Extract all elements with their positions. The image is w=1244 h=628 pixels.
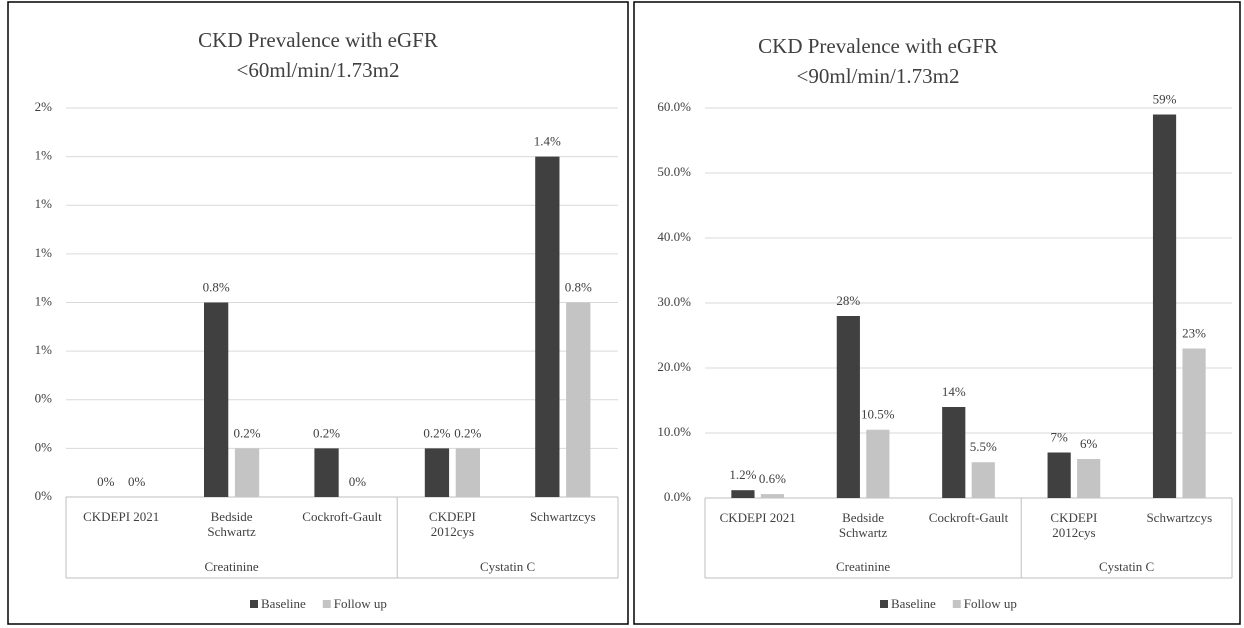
chart-title: CKD Prevalence with eGFR <90ml/min/1.73m2: [758, 34, 998, 88]
data-label: 0.8%: [203, 279, 230, 294]
x-tick-label: Bedside Schwartz: [839, 510, 888, 540]
data-label: 14%: [942, 384, 966, 399]
legend-swatch: [880, 600, 888, 608]
y-tick-label: 60.0%: [657, 99, 691, 114]
data-label: 0.2%: [423, 425, 450, 440]
group-label: Cystatin C: [480, 559, 535, 574]
y-tick-label: 50.0%: [657, 164, 691, 179]
data-label: 0.2%: [313, 425, 340, 440]
bar: [314, 448, 339, 497]
x-tick-label: Schwartzcys: [530, 509, 596, 524]
legend-label: Baseline: [891, 596, 936, 611]
y-tick-label: 20.0%: [657, 359, 691, 374]
bar: [866, 429, 890, 498]
bar: [424, 448, 450, 497]
x-tick-label: CKDEPI 2012cys: [429, 509, 476, 539]
group-label: Creatinine: [205, 559, 259, 574]
x-tick-label: Schwartzcys: [1146, 510, 1212, 525]
data-label: 0.8%: [565, 279, 592, 294]
y-tick-label: 1%: [35, 342, 53, 357]
y-tick-label: 2%: [35, 99, 53, 114]
data-label: 0.6%: [759, 471, 786, 486]
x-tick-label: CKDEPI 2012cys: [1050, 510, 1097, 540]
bar: [566, 302, 591, 497]
x-tick-label: Cockroft-Gault: [302, 509, 382, 524]
y-tick-label: 1%: [35, 245, 53, 260]
legend-label: Baseline: [261, 596, 306, 611]
y-tick-label: 0%: [35, 488, 53, 503]
y-tick-label: 0.0%: [664, 489, 691, 504]
data-label: 0%: [97, 474, 115, 489]
data-label: 1.4%: [534, 134, 561, 149]
bar: [1152, 114, 1177, 498]
bar: [971, 462, 995, 498]
x-tick-label: CKDEPI 2021: [83, 509, 159, 524]
data-label: 0.2%: [454, 425, 481, 440]
bar: [535, 156, 560, 497]
data-label: 0.2%: [234, 425, 261, 440]
y-tick-label: 40.0%: [657, 229, 691, 244]
bar: [234, 448, 260, 497]
bar: [455, 448, 480, 497]
chart-title: CKD Prevalence with eGFR <60ml/min/1.73m2: [198, 28, 438, 82]
bar: [836, 316, 860, 498]
legend-label: Follow up: [334, 596, 387, 611]
y-tick-label: 0%: [35, 391, 53, 406]
group-label: Cystatin C: [1099, 559, 1154, 574]
data-label: 59%: [1153, 91, 1177, 106]
bar: [731, 490, 755, 498]
data-label: 5.5%: [970, 439, 997, 454]
data-label: 0%: [349, 474, 367, 489]
data-label: 6%: [1080, 436, 1098, 451]
y-tick-label: 0%: [35, 439, 53, 454]
x-tick-label: Bedside Schwartz: [207, 509, 256, 539]
bar: [942, 407, 966, 498]
y-tick-label: 1%: [35, 293, 53, 308]
y-tick-label: 30.0%: [657, 294, 691, 309]
x-tick-label: Cockroft-Gault: [929, 510, 1009, 525]
bar: [1182, 348, 1206, 498]
data-label: 23%: [1182, 325, 1206, 340]
x-tick-label: CKDEPI 2021: [720, 510, 796, 525]
legend-swatch: [322, 600, 331, 608]
group-label: Creatinine: [836, 559, 890, 574]
legend-swatch: [250, 600, 258, 608]
y-tick-label: 1%: [35, 148, 53, 163]
data-label: 7%: [1050, 429, 1068, 444]
bar: [204, 302, 229, 497]
bar: [1077, 459, 1101, 498]
bar: [760, 494, 785, 498]
legend-label: Follow up: [964, 596, 1017, 611]
data-label: 10.5%: [861, 407, 895, 422]
panel-border: [7, 1, 629, 625]
data-label: 0%: [128, 474, 146, 489]
legend-swatch: [952, 600, 961, 608]
data-label: 1.2%: [729, 467, 756, 482]
y-tick-label: 10.0%: [657, 424, 691, 439]
bar: [1047, 452, 1071, 498]
panel-border: [633, 1, 1241, 625]
data-label: 28%: [836, 293, 860, 308]
y-tick-label: 1%: [35, 196, 53, 211]
